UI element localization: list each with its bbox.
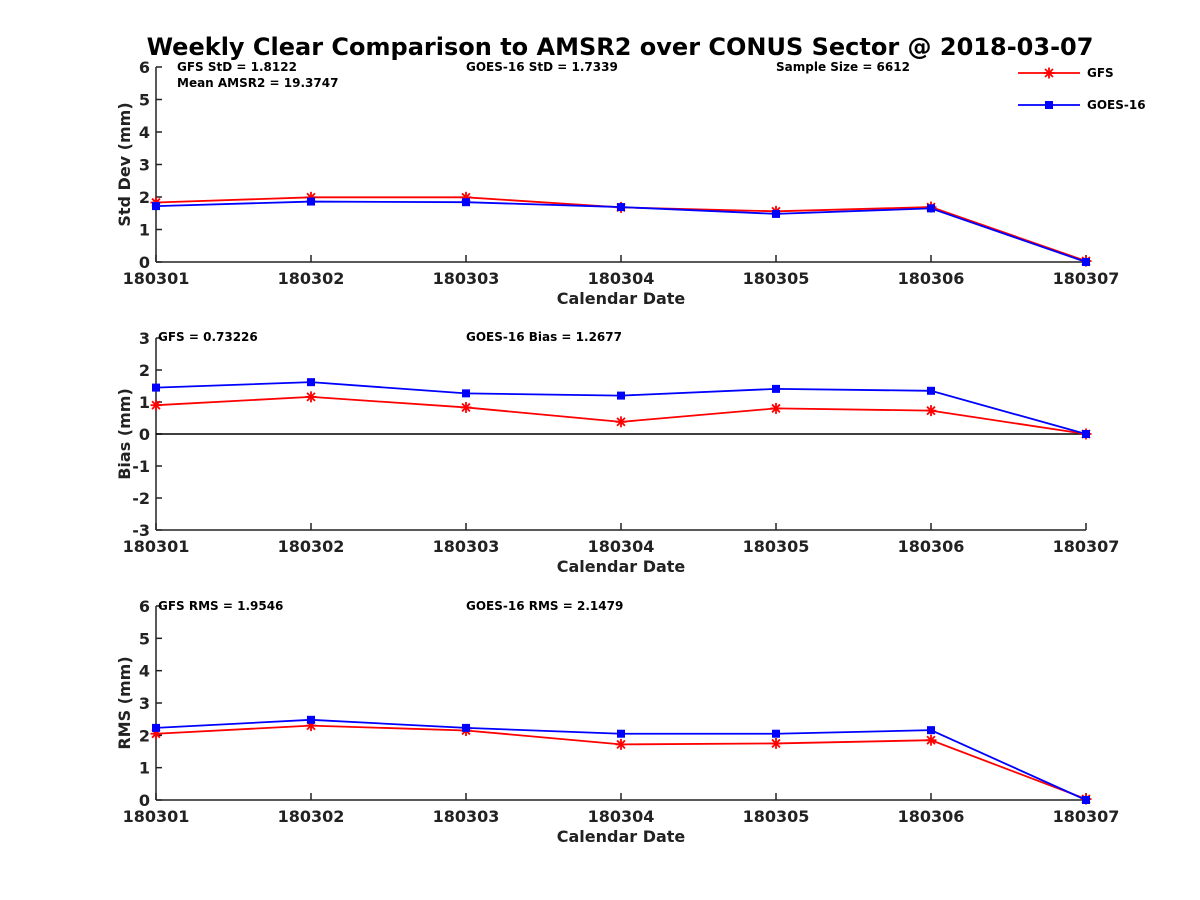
data-point-goes-16 xyxy=(772,209,780,218)
data-point-goes-16 xyxy=(927,386,935,395)
x-tick-label: 180306 xyxy=(898,269,965,288)
y-tick-label: 2 xyxy=(139,188,150,207)
data-point-goes-16 xyxy=(307,378,315,387)
panel-bias: -3 -2 -1 0 1 2 3 180301 180302 180303 180304 180305… xyxy=(115,329,1119,576)
x-tick-label: 180305 xyxy=(743,269,810,288)
y-tick-label: 3 xyxy=(139,156,150,175)
y-tick-label: 0 xyxy=(139,425,150,444)
stat-annotation: Sample Size = 6612 xyxy=(776,60,910,74)
panel-rms: 0 1 2 3 4 5 6 180301 180302 180303 180304 180305 180… xyxy=(115,597,1119,846)
data-point-gfs xyxy=(770,737,782,749)
y-tick-label: 4 xyxy=(139,123,150,142)
y-axis-label: Std Dev (mm) xyxy=(115,102,134,226)
x-tick-label: 180303 xyxy=(433,807,500,826)
data-point-goes-16 xyxy=(462,198,470,207)
x-tick-label: 180304 xyxy=(588,537,655,556)
x-tick-label: 180307 xyxy=(1053,537,1120,556)
legend-label: GFS xyxy=(1087,66,1114,80)
data-point-gfs xyxy=(925,405,937,417)
data-point-gfs xyxy=(460,401,472,413)
y-tick-label: 2 xyxy=(139,726,150,745)
data-point-goes-16 xyxy=(617,203,625,212)
stat-annotation: GFS StD = 1.8122 xyxy=(177,60,297,74)
x-axis-label: Calendar Date xyxy=(557,557,686,576)
stat-annotation: GFS RMS = 1.9546 xyxy=(158,599,283,613)
y-tick-label: 5 xyxy=(139,629,150,648)
x-tick-label: 180301 xyxy=(123,269,190,288)
y-tick-label: 3 xyxy=(139,694,150,713)
legend-marker xyxy=(1045,101,1053,109)
y-tick-label: 1 xyxy=(139,393,150,412)
data-point-goes-16 xyxy=(307,197,315,206)
legend-marker xyxy=(1043,67,1055,79)
stat-annotation: Mean AMSR2 = 19.3747 xyxy=(177,76,338,90)
data-point-gfs xyxy=(150,399,162,411)
y-axis-label: Bias (mm) xyxy=(115,388,134,480)
y-tick-label: 5 xyxy=(139,91,150,110)
x-axis-label: Calendar Date xyxy=(557,827,686,846)
data-point-goes-16 xyxy=(772,384,780,393)
x-tick-label: 180307 xyxy=(1053,269,1120,288)
x-tick-label: 180306 xyxy=(898,807,965,826)
x-tick-label: 180301 xyxy=(123,537,190,556)
y-tick-label: -2 xyxy=(132,489,150,508)
data-point-goes-16 xyxy=(152,723,160,732)
data-point-gfs xyxy=(615,738,627,750)
legend-label: GOES-16 xyxy=(1087,98,1146,112)
y-tick-label: 2 xyxy=(139,361,150,380)
x-tick-label: 180304 xyxy=(588,269,655,288)
data-point-goes-16 xyxy=(152,383,160,392)
x-tick-label: 180302 xyxy=(278,269,345,288)
data-point-goes-16 xyxy=(1082,796,1090,804)
data-point-gfs xyxy=(925,734,937,746)
y-tick-label: 0 xyxy=(139,791,150,810)
x-tick-label: 180304 xyxy=(588,807,655,826)
chart-title: Weekly Clear Comparison to AMSR2 over CO… xyxy=(147,33,1094,61)
data-point-goes-16 xyxy=(1082,258,1090,266)
stat-annotation: GFS = 0.73226 xyxy=(158,330,258,344)
x-tick-label: 180303 xyxy=(433,269,500,288)
x-tick-label: 180305 xyxy=(743,807,810,826)
y-tick-label: 0 xyxy=(139,253,150,272)
y-tick-label: -3 xyxy=(132,521,150,540)
data-point-goes-16 xyxy=(462,723,470,732)
y-tick-label: 1 xyxy=(139,759,150,778)
data-point-goes-16 xyxy=(927,726,935,735)
x-tick-label: 180301 xyxy=(123,807,190,826)
x-tick-label: 180302 xyxy=(278,807,345,826)
data-point-goes-16 xyxy=(152,202,160,211)
series-line-gfs xyxy=(155,395,1087,435)
x-tick-label: 180303 xyxy=(433,537,500,556)
y-tick-label: 1 xyxy=(139,221,150,240)
legend: GFS GOES-16 xyxy=(1018,66,1146,112)
stat-annotation: GOES-16 Bias = 1.2677 xyxy=(466,330,622,344)
y-tick-label: 6 xyxy=(139,58,150,77)
data-point-gfs xyxy=(615,416,627,428)
x-tick-label: 180307 xyxy=(1053,807,1120,826)
data-point-goes-16 xyxy=(307,715,315,724)
stat-annotation: GOES-16 RMS = 2.1479 xyxy=(466,599,623,613)
data-point-goes-16 xyxy=(927,204,935,213)
y-tick-label: 3 xyxy=(139,329,150,348)
x-tick-label: 180302 xyxy=(278,537,345,556)
data-point-gfs xyxy=(305,391,317,403)
x-axis-label: Calendar Date xyxy=(557,289,686,308)
y-axis-label: RMS (mm) xyxy=(115,656,134,749)
data-point-goes-16 xyxy=(1082,430,1090,438)
y-tick-label: 6 xyxy=(139,597,150,616)
x-tick-label: 180305 xyxy=(743,537,810,556)
y-tick-label: -1 xyxy=(132,457,150,476)
data-point-gfs xyxy=(770,402,782,414)
y-tick-label: 4 xyxy=(139,662,150,681)
data-point-goes-16 xyxy=(617,729,625,738)
data-point-goes-16 xyxy=(462,389,470,398)
data-point-goes-16 xyxy=(772,729,780,738)
stat-annotation: GOES-16 StD = 1.7339 xyxy=(466,60,618,74)
panel-std-dev: 0 1 2 3 4 5 6 180301 180302 180303 180304 180305 180… xyxy=(115,58,1119,308)
x-tick-label: 180306 xyxy=(898,537,965,556)
data-point-goes-16 xyxy=(617,391,625,400)
